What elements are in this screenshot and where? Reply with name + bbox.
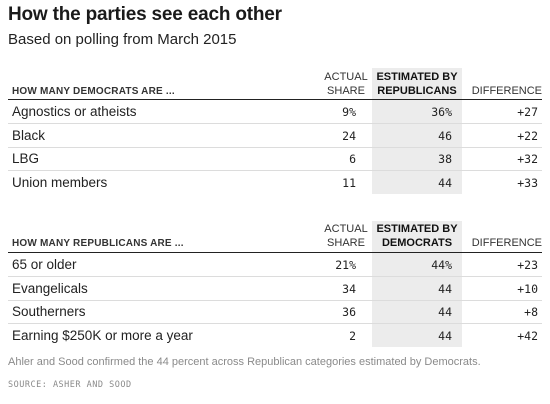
table-row: LBG 6 38 +32	[8, 147, 542, 171]
section-header-republicans: HOW MANY REPUBLICANS ARE ...	[12, 238, 184, 249]
col-header-estimated-by-democrats: ESTIMATED BY DEMOCRATS	[376, 223, 458, 249]
difference-value: +27	[517, 105, 538, 119]
difference-value: +33	[517, 175, 538, 190]
section-header-democrats: HOW MANY DEMOCRATS ARE ...	[12, 86, 175, 97]
col-header-actual-share-1: ACTUAL SHARE	[324, 71, 368, 97]
actual-share-value: 2	[349, 328, 356, 343]
table-row: Evangelicals 34 44 +10	[8, 277, 542, 301]
row-label: 65 or older	[12, 257, 77, 272]
difference-value: +10	[517, 281, 538, 296]
row-label: Evangelicals	[12, 280, 88, 296]
actual-share-value: 36	[342, 305, 356, 319]
actual-share-value: 34	[342, 281, 356, 296]
actual-share-value: 24	[342, 128, 356, 143]
estimated-value: 44	[438, 328, 452, 343]
actual-share-value: 21%	[335, 258, 356, 272]
actual-share-value: 6	[349, 152, 356, 166]
header-rule-1	[8, 99, 542, 100]
row-label: Black	[12, 127, 46, 143]
difference-value: +42	[517, 328, 538, 343]
table-row: Union members 11 44 +33	[8, 171, 542, 194]
actual-share-value: 11	[342, 175, 356, 190]
row-label: Southerners	[12, 304, 86, 319]
row-label: Agnostics or atheists	[12, 104, 137, 119]
header-rule-2	[8, 252, 542, 253]
row-label: LBG	[12, 151, 40, 166]
table-row: Agnostics or atheists 9% 36% +27	[8, 100, 542, 124]
chart-subtitle: Based on polling from March 2015	[8, 31, 237, 48]
footnote: Ahler and Sood confirmed the 44 percent …	[8, 356, 481, 368]
table-row: 65 or older 21% 44% +23	[8, 253, 542, 277]
actual-share-value: 9%	[342, 105, 356, 119]
col-header-difference-1: DIFFERENCE	[471, 85, 542, 97]
estimated-value: 38	[438, 152, 452, 166]
table-row: Black 24 46 +22	[8, 124, 542, 148]
col-header-estimated-by-republicans: ESTIMATED BY REPUBLICANS	[376, 71, 458, 97]
estimated-value: 44	[438, 175, 452, 190]
table-row: Southerners 36 44 +8	[8, 300, 542, 324]
source-line: SOURCE: ASHER AND SOOD	[8, 380, 132, 390]
estimated-column-band-democrats	[372, 68, 462, 194]
estimated-value: 44	[438, 305, 452, 319]
chart-title: How the parties see each other	[8, 4, 282, 25]
row-label: Earning $250K or more a year	[12, 327, 193, 343]
estimated-value: 44	[438, 281, 452, 296]
estimated-value: 44%	[431, 258, 452, 272]
estimated-value: 36%	[431, 105, 452, 119]
difference-value: +23	[517, 258, 538, 272]
row-label: Union members	[12, 174, 108, 190]
estimated-value: 46	[438, 128, 452, 143]
difference-value: +32	[517, 152, 538, 166]
table-row: Earning $250K or more a year 2 44 +42	[8, 324, 542, 347]
estimated-column-band-republicans	[372, 221, 462, 347]
difference-value: +8	[524, 305, 538, 319]
difference-value: +22	[517, 128, 538, 143]
col-header-difference-2: DIFFERENCE	[471, 237, 542, 249]
col-header-actual-share-2: ACTUAL SHARE	[324, 223, 368, 249]
